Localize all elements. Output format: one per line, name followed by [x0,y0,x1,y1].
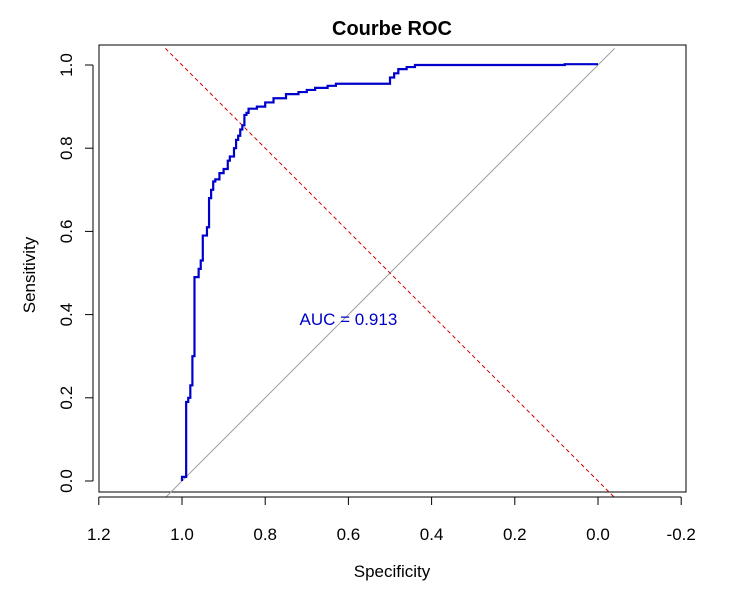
reference-lines [165,48,615,498]
chart-title: Courbe ROC [332,18,452,40]
x-tick-label: 0.2 [503,525,527,544]
x-axis: 1.2 1.0 0.8 0.6 0.4 0.2 0.0 -0.2 [87,496,696,544]
y-tick-label: 0.0 [57,469,76,493]
annotations: AUC = 0.913 [299,310,397,329]
y-axis: 0.0 0.2 0.4 0.6 0.8 1.0 [57,53,94,493]
auc-annotation: AUC = 0.913 [299,310,397,329]
x-tick-label: 0.8 [253,525,277,544]
x-axis-label: Specificity [354,562,431,581]
x-tick-label: 0.4 [420,525,444,544]
reference-line-crossing [165,48,615,498]
x-tick-label: 1.2 [87,525,111,544]
roc-curve-line [180,63,598,481]
x-tick-label: 0.6 [337,525,361,544]
y-tick-label: 1.0 [57,53,76,77]
x-tick-label: 0.0 [586,525,610,544]
x-tick-label: 1.0 [170,525,194,544]
series-layer [180,63,598,481]
y-axis-label: Sensitivity [20,236,39,313]
y-tick-label: 0.2 [57,386,76,410]
x-tick-label: -0.2 [667,525,696,544]
y-tick-label: 0.8 [57,136,76,160]
y-tick-label: 0.4 [57,303,76,327]
plot-frame [98,44,687,493]
y-tick-label: 0.6 [57,220,76,244]
